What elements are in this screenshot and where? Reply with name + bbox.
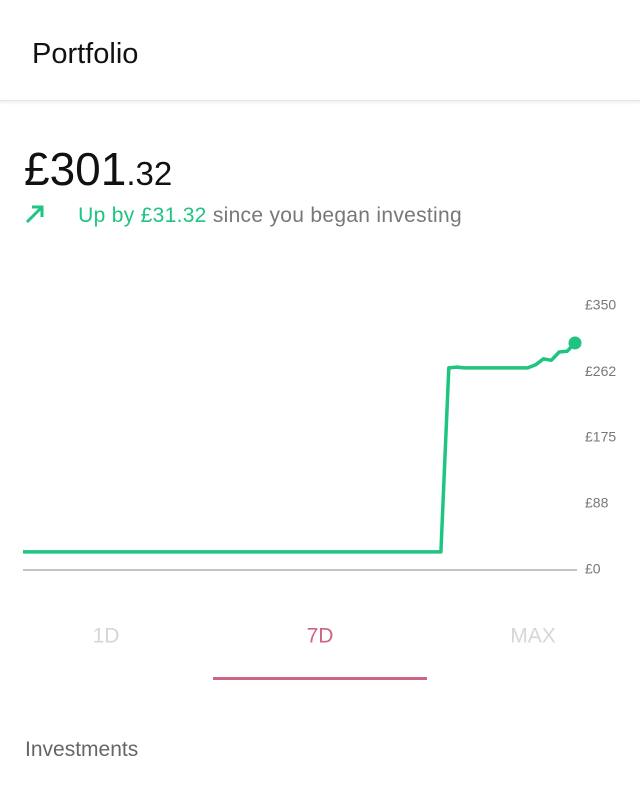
change-suffix: since you began investing [212,204,462,227]
balance-main: £301 [24,143,127,195]
price-line [23,341,577,554]
y-tick-label: £262 [585,363,616,379]
change-line: Up by £31.32 since you began investing [24,200,462,228]
balance-fraction: .32 [126,155,173,192]
page-title: Portfolio [32,38,139,70]
section-title: Investments [25,738,139,761]
header-bar: Portfolio [0,0,640,101]
end-dot [568,336,582,350]
y-tick-label: £0 [585,561,601,577]
tab[interactable]: 1D [93,625,120,648]
change-amount: Up by £31.32 [78,204,207,227]
up-arrow [25,205,44,224]
chart: £0 £88 £175 £262 £350 1D 7D MAX [23,297,616,680]
tab[interactable]: MAX [510,625,556,648]
y-tick-label: £350 [585,297,616,313]
tab[interactable]: 7D [307,625,334,648]
tab-indicator [213,677,427,680]
y-tick-label: £175 [585,429,616,445]
balance: £301.32 [24,142,172,196]
y-tick-label: £88 [585,494,609,510]
